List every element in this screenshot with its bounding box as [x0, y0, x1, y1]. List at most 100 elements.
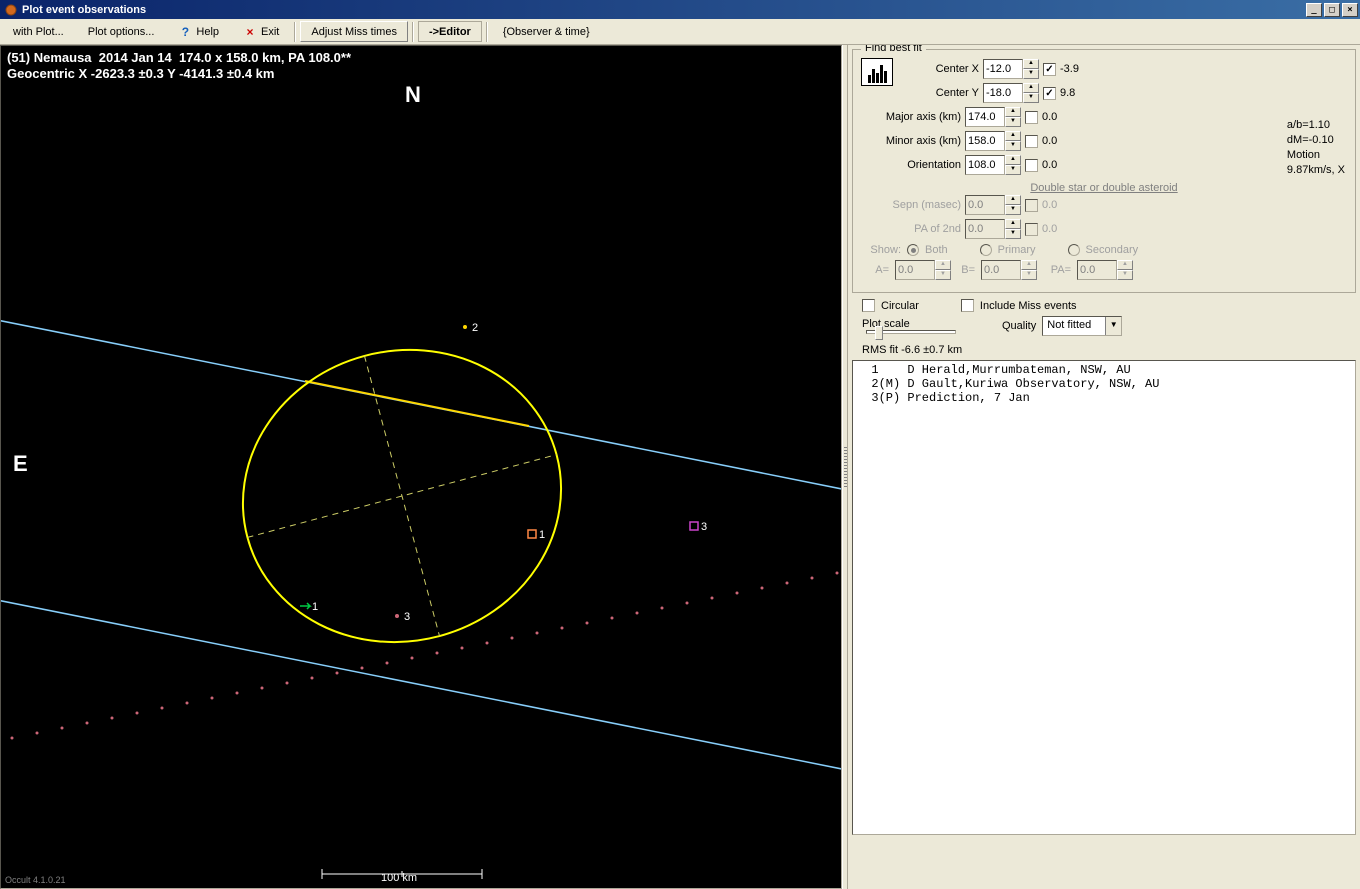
orientation-label: Orientation	[861, 159, 961, 171]
center-y-label: Center Y	[899, 87, 979, 99]
compass-north: N	[405, 82, 421, 108]
spin-up: ▲	[1005, 195, 1021, 205]
toolbar-separator	[486, 22, 488, 42]
pa-label: PA=	[1043, 264, 1071, 276]
double-star-link[interactable]: Double star or double asteroid	[1030, 182, 1177, 194]
plot-options-button[interactable]: Plot options...	[77, 21, 166, 42]
splitter[interactable]	[842, 45, 848, 889]
quality-combo[interactable]: Not fitted ▼	[1042, 316, 1122, 336]
svg-text:1: 1	[539, 529, 545, 541]
b-spinner: ▲▼	[981, 260, 1037, 280]
right-panel: Find best fit Center X ▲▼ -3.9	[848, 45, 1360, 889]
spin-up: ▲	[1005, 219, 1021, 229]
center-x-spinner[interactable]: ▲▼	[983, 59, 1039, 79]
observations-list[interactable]: 1 D Herald,Murrumbateman, NSW, AU 2(M) D…	[852, 360, 1356, 835]
pa2-label: PA of 2nd	[861, 223, 961, 235]
orientation-check[interactable]	[1025, 159, 1038, 172]
center-y-input[interactable]	[983, 83, 1023, 103]
spin-down[interactable]: ▼	[1005, 141, 1021, 151]
toolbar-separator	[294, 22, 296, 42]
show-label: Show:	[861, 244, 901, 256]
sepn-check	[1025, 199, 1038, 212]
orientation-input[interactable]	[965, 155, 1005, 175]
sepn-label: Sepn (masec)	[861, 199, 961, 211]
plot-header-line2: Geocentric X -2623.3 ±0.3 Y -4141.3 ±0.4…	[7, 66, 274, 81]
pa2-spinner: ▲▼	[965, 219, 1021, 239]
close-button[interactable]: ×	[1342, 3, 1358, 17]
plot-canvas: 12133	[1, 46, 841, 888]
app-icon	[4, 3, 18, 17]
with-plot-button[interactable]: with Plot...	[2, 21, 75, 42]
plot-scale-slider[interactable]	[866, 330, 956, 334]
adjust-miss-button[interactable]: Adjust Miss times	[300, 21, 408, 42]
show-both-radio	[907, 244, 919, 256]
major-axis-check[interactable]	[1025, 111, 1038, 124]
exit-icon: ×	[243, 25, 257, 39]
show-primary-radio	[980, 244, 992, 256]
exit-button[interactable]: × Exit	[232, 21, 290, 42]
center-y-delta: 9.8	[1060, 87, 1096, 99]
svg-text:1: 1	[312, 601, 318, 613]
observer-time-button[interactable]: {Observer & time}	[492, 21, 601, 42]
chevron-down-icon[interactable]: ▼	[1105, 317, 1121, 335]
plot-header-line1: (51) Nemausa 2014 Jan 14 174.0 x 158.0 k…	[7, 50, 351, 65]
sepn-input	[965, 195, 1005, 215]
svg-text:2: 2	[472, 322, 478, 334]
version-label: Occult 4.1.0.21	[5, 875, 66, 885]
editor-button[interactable]: ->Editor	[418, 21, 482, 42]
pa2-delta: 0.0	[1042, 223, 1078, 235]
center-x-input[interactable]	[983, 59, 1023, 79]
major-axis-spinner[interactable]: ▲▼	[965, 107, 1021, 127]
toolbar-separator	[412, 22, 414, 42]
spin-up[interactable]: ▲	[1023, 83, 1039, 93]
a-spinner: ▲▼	[895, 260, 951, 280]
fit-info: a/b=1.10 dM=-0.10 Motion 9.87km/s, X	[1287, 118, 1345, 178]
spin-up[interactable]: ▲	[1005, 107, 1021, 117]
scale-label: 100 km	[381, 872, 417, 884]
pa2-input	[965, 219, 1005, 239]
center-y-check[interactable]	[1043, 87, 1056, 100]
center-y-spinner[interactable]: ▲▼	[983, 83, 1039, 103]
groupbox-title: Find best fit	[861, 45, 926, 54]
spin-down[interactable]: ▼	[1023, 69, 1039, 79]
include-miss-check[interactable]	[961, 299, 974, 312]
spin-down[interactable]: ▼	[1023, 93, 1039, 103]
find-best-fit-group: Find best fit Center X ▲▼ -3.9	[852, 49, 1356, 293]
quality-label: Quality	[1002, 320, 1036, 332]
show-secondary-label: Secondary	[1086, 244, 1139, 256]
spin-up[interactable]: ▲	[1023, 59, 1039, 69]
spin-down: ▼	[1005, 205, 1021, 215]
circular-check[interactable]	[862, 299, 875, 312]
maximize-button[interactable]: □	[1324, 3, 1340, 17]
center-x-check[interactable]	[1043, 63, 1056, 76]
minor-axis-check[interactable]	[1025, 135, 1038, 148]
show-both-label: Both	[925, 244, 948, 256]
minor-axis-input[interactable]	[965, 131, 1005, 151]
a-label: A=	[861, 264, 889, 276]
minor-axis-label: Minor axis (km)	[861, 135, 961, 147]
help-button[interactable]: ? Help	[167, 21, 230, 42]
plot-panel[interactable]: 12133 (51) Nemausa 2014 Jan 14 174.0 x 1…	[0, 45, 842, 889]
title-bar: Plot event observations _ □ ×	[0, 0, 1360, 19]
orientation-spinner[interactable]: ▲▼	[965, 155, 1021, 175]
window-title: Plot event observations	[22, 4, 146, 16]
major-axis-label: Major axis (km)	[861, 111, 961, 123]
major-axis-delta: 0.0	[1042, 111, 1078, 123]
minor-axis-delta: 0.0	[1042, 135, 1078, 147]
minimize-button[interactable]: _	[1306, 3, 1322, 17]
spin-down[interactable]: ▼	[1005, 117, 1021, 127]
spin-down[interactable]: ▼	[1005, 165, 1021, 175]
sepn-spinner: ▲▼	[965, 195, 1021, 215]
spin-up[interactable]: ▲	[1005, 155, 1021, 165]
toolbar: with Plot... Plot options... ? Help × Ex…	[0, 19, 1360, 45]
rms-fit-label: RMS fit -6.6 ±0.7 km	[852, 340, 1356, 356]
center-x-label: Center X	[899, 63, 979, 75]
show-secondary-radio	[1068, 244, 1080, 256]
minor-axis-spinner[interactable]: ▲▼	[965, 131, 1021, 151]
center-x-delta: -3.9	[1060, 63, 1096, 75]
b-label: B=	[957, 264, 975, 276]
spin-up[interactable]: ▲	[1005, 131, 1021, 141]
major-axis-input[interactable]	[965, 107, 1005, 127]
fit-icon[interactable]	[861, 58, 893, 86]
pa-spinner: ▲▼	[1077, 260, 1133, 280]
